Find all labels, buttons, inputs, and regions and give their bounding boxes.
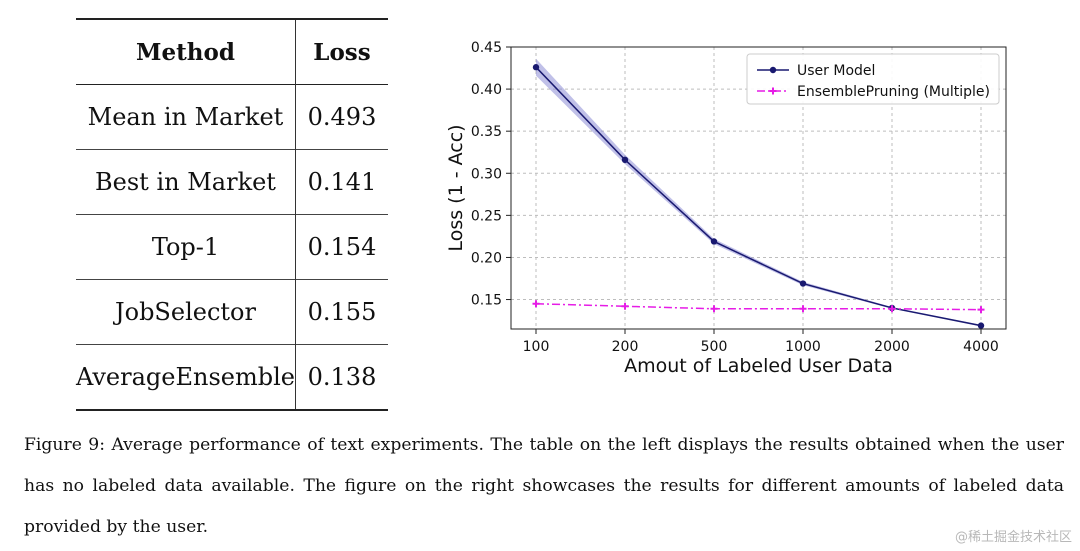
x-axis-ticks: 100 200 500 1000 2000 4000 [523, 329, 999, 355]
data-point [532, 300, 540, 308]
loss-cell: 0.138 [307, 363, 377, 391]
data-point [977, 306, 985, 314]
y-tick-label: 0.20 [471, 250, 502, 266]
y-tick-label: 0.25 [471, 208, 502, 224]
table-row: Best in Market 0.141 [76, 149, 388, 215]
data-point [532, 64, 540, 71]
loss-line-chart: 100 200 500 1000 2000 4000 0.150.200.250.300.… [445, 40, 1007, 377]
loss-cell: 0.493 [307, 103, 377, 131]
series-line [535, 66, 982, 327]
y-axis-label: Loss (1 - Acc) [445, 124, 467, 251]
figure-caption: Figure 9: Average performance of text ex… [24, 435, 1064, 537]
data-point [799, 305, 807, 313]
data-point [710, 238, 718, 245]
method-cell: Mean in Market [76, 84, 296, 150]
x-tick-label: 4000 [963, 339, 999, 355]
plot-frame [510, 46, 1007, 330]
table-row: Top-1 0.154 [76, 214, 388, 280]
x-tick-label: 1000 [785, 339, 821, 355]
loss-cell: 0.141 [307, 168, 377, 196]
y-tick-label: 0.45 [471, 40, 502, 56]
series-line [535, 302, 982, 311]
x-tick-label: 100 [523, 339, 550, 355]
data-point [977, 322, 985, 329]
data-point [888, 305, 896, 313]
legend-marker [769, 87, 777, 95]
method-cell: AverageEnsemble [76, 344, 296, 410]
loss-cell: 0.155 [307, 298, 377, 326]
table-header-row: Method Loss [76, 19, 388, 85]
x-axis-label: Amout of Labeled User Data [624, 355, 893, 377]
method-column-header: Method [76, 19, 296, 85]
legend-box [746, 53, 1000, 105]
y-axis-ticks: 0.15 0.20 0.25 0.30 0.35 0.40 0.45 [471, 40, 511, 309]
x-tick-label: 2000 [874, 339, 910, 355]
method-cell: JobSelector [76, 279, 296, 345]
data-point [621, 302, 629, 310]
y-tick-label: 0.40 [471, 82, 502, 98]
y-tick-label: 0.15 [471, 293, 502, 309]
y-tick-label: 0.35 [471, 124, 502, 140]
data-point [710, 305, 718, 313]
table-row: JobSelector 0.155 [76, 279, 388, 345]
loss-column-header: Loss [313, 38, 371, 66]
results-table: Method Loss Mean in Market 0.493 Best in… [76, 18, 388, 411]
data-point [621, 156, 629, 163]
method-cell: Best in Market [76, 149, 296, 215]
legend-label: User Model [797, 63, 875, 79]
loss-cell: 0.154 [307, 233, 377, 261]
legend-marker [769, 66, 777, 74]
series-lines [532, 64, 985, 329]
method-cell: Top-1 [76, 214, 296, 280]
chart-legend: User Model EnsemblePruning (Multiple) [746, 53, 1000, 105]
x-tick-label: 500 [701, 339, 728, 355]
watermark: @稀土掘金技术社区 [954, 530, 1072, 545]
table-row: Mean in Market 0.493 [76, 84, 388, 150]
y-tick-label: 0.30 [471, 166, 502, 182]
x-tick-label: 200 [612, 339, 639, 355]
legend-label: EnsemblePruning (Multiple) [797, 84, 990, 100]
data-point [799, 280, 807, 287]
table-row: AverageEnsemble 0.138 [76, 344, 388, 410]
